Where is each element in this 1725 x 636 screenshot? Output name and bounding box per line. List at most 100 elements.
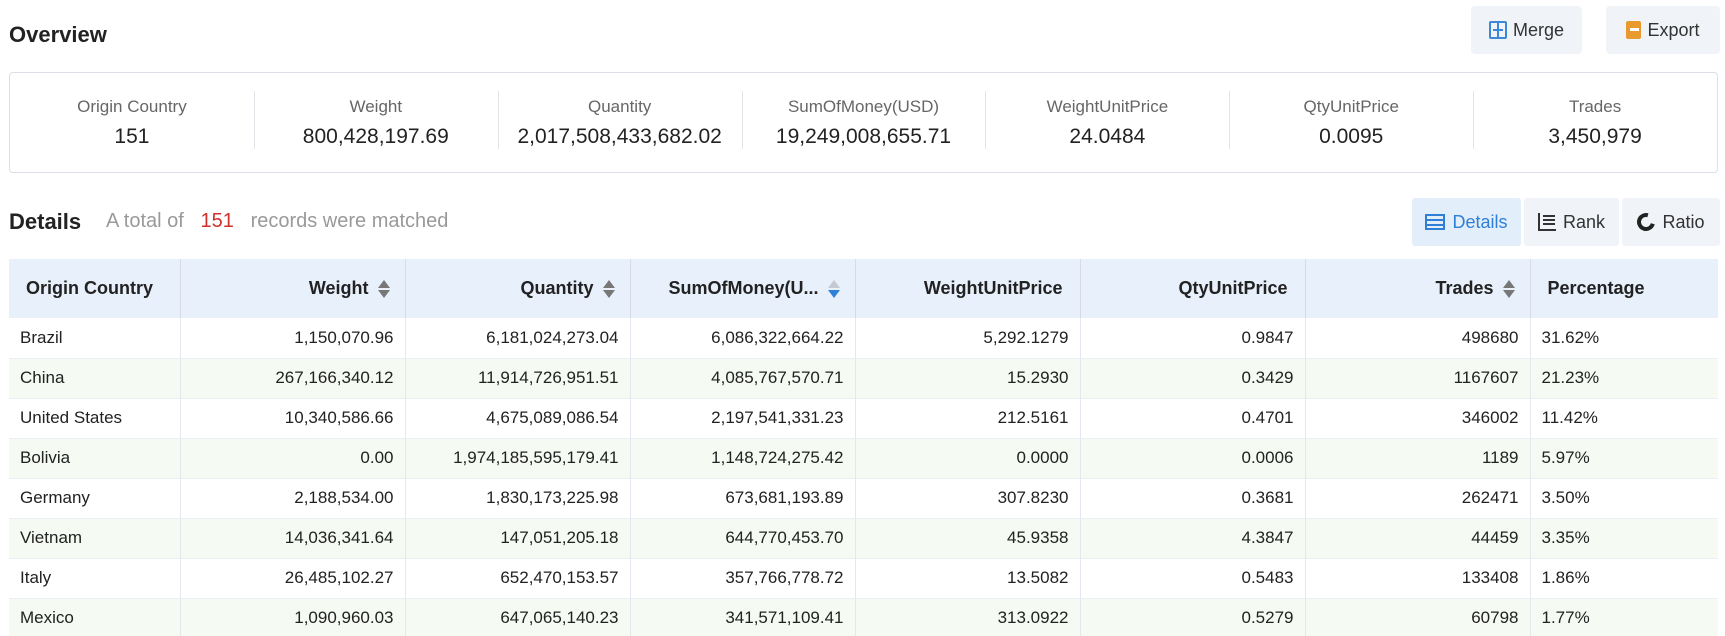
summary-quantity: Quantity 2,017,508,433,682.02: [497, 73, 742, 172]
cell-origin-country: United States: [9, 398, 181, 439]
cell-sum-of-money: 341,571,109.41: [630, 598, 856, 636]
table-row[interactable]: China 267,166,340.12 11,914,726,951.51 4,08…: [9, 358, 1718, 399]
cell-quantity: 652,470,153.57: [405, 558, 631, 599]
cell-sum-of-money: 4,085,767,570.71: [630, 358, 856, 399]
merge-icon: [1488, 21, 1507, 39]
sort-icon[interactable]: [377, 279, 390, 299]
cell-sum-of-money: 644,770,453.70: [630, 518, 856, 559]
cell-weight-unit-price: 0.0000: [855, 438, 1081, 479]
cell-trades: 1189: [1305, 438, 1531, 479]
table-row[interactable]: Germany 2,188,534.00 1,830,173,225.98 673,6…: [9, 478, 1718, 519]
export-button[interactable]: Export: [1606, 6, 1720, 54]
cell-sum-of-money: 6,086,322,664.22: [630, 318, 856, 359]
sort-icon[interactable]: [1502, 279, 1515, 299]
sort-desc-icon[interactable]: [827, 279, 840, 299]
cell-weight-unit-price: 5,292.1279: [855, 318, 1081, 359]
column-header-sum-of-money[interactable]: SumOfMoney(U...: [630, 259, 856, 318]
cell-weight-unit-price: 15.2930: [855, 358, 1081, 399]
cell-weight-unit-price: 212.5161: [855, 398, 1081, 439]
summary-origin-country: Origin Country 151: [10, 73, 254, 172]
summary-label: QtyUnitPrice: [1303, 96, 1399, 116]
column-header-origin-country: Origin Country: [9, 259, 181, 318]
details-view-label: Details: [1452, 211, 1508, 232]
ratio-view-button[interactable]: Ratio: [1622, 198, 1720, 246]
export-label: Export: [1647, 19, 1700, 40]
cell-sum-of-money: 673,681,193.89: [630, 478, 856, 519]
summary-panel: Origin Country 151 Weight 800,428,197.69…: [9, 72, 1718, 173]
sort-icon[interactable]: [602, 279, 615, 299]
cell-percentage: 11.42%: [1530, 398, 1718, 439]
table-row[interactable]: Brazil 1,150,070.96 6,181,024,273.04 6,086,…: [9, 318, 1718, 359]
cell-quantity: 1,974,185,595,179.41: [405, 438, 631, 479]
cell-quantity: 6,181,024,273.04: [405, 318, 631, 359]
summary-label: Origin Country: [77, 96, 187, 116]
cell-quantity: 4,675,089,086.54: [405, 398, 631, 439]
cell-qty-unit-price: 4.3847: [1080, 518, 1306, 559]
summary-value: 24.0484: [1069, 124, 1146, 148]
export-icon: [1626, 21, 1642, 39]
cell-trades: 1167607: [1305, 358, 1531, 399]
summary-label: Quantity: [587, 96, 652, 116]
cell-trades: 60798: [1305, 598, 1531, 636]
details-title: Details: [9, 209, 82, 234]
cell-percentage: 1.77%: [1530, 598, 1718, 636]
cell-quantity: 1,830,173,225.98: [405, 478, 631, 519]
summary-value: 19,249,008,655.71: [775, 124, 952, 148]
cell-trades: 262471: [1305, 478, 1531, 519]
table-row[interactable]: Bolivia 0.00 1,974,185,595,179.41 1,148,724…: [9, 438, 1718, 479]
cell-qty-unit-price: 0.3429: [1080, 358, 1306, 399]
table-body: Brazil 1,150,070.96 6,181,024,273.04 6,086,…: [9, 318, 1718, 636]
records-matched-note: A total of 151 records were matched: [106, 210, 448, 233]
table-row[interactable]: United States 10,340,586.66 4,675,089,086.…: [9, 398, 1718, 439]
summary-weight-unit-price: WeightUnitPrice 24.0484: [985, 73, 1229, 172]
ratio-icon: [1634, 209, 1659, 235]
note-suffix: records were matched: [250, 210, 449, 232]
summary-value: 2,017,508,433,682.02: [517, 124, 722, 148]
summary-value: 3,450,979: [1548, 124, 1642, 148]
table-row[interactable]: Mexico 1,090,960.03 647,065,140.23 341,571,…: [9, 598, 1718, 636]
cell-sum-of-money: 2,197,541,331.23: [630, 398, 856, 439]
rank-icon: [1537, 213, 1556, 231]
table-row[interactable]: Vietnam 14,036,341.64 147,051,205.18 644,77…: [9, 518, 1718, 559]
cell-weight: 0.00: [180, 438, 406, 479]
cell-quantity: 11,914,726,951.51: [405, 358, 631, 399]
cell-sum-of-money: 1,148,724,275.42: [630, 438, 856, 479]
cell-qty-unit-price: 0.4701: [1080, 398, 1306, 439]
summary-label: Weight: [349, 96, 403, 116]
cell-weight: 267,166,340.12: [180, 358, 406, 399]
summary-label: WeightUnitPrice: [1046, 96, 1169, 116]
rank-view-label: Rank: [1562, 211, 1606, 232]
cell-qty-unit-price: 0.0006: [1080, 438, 1306, 479]
details-view-button[interactable]: Details: [1412, 198, 1521, 246]
column-header-quantity[interactable]: Quantity: [405, 259, 631, 318]
summary-weight: Weight 800,428,197.69: [253, 73, 498, 172]
cell-origin-country: Italy: [9, 558, 181, 599]
column-header-weight-unit-price: WeightUnitPrice: [855, 259, 1081, 318]
summary-value: 800,428,197.69: [302, 124, 449, 148]
table-icon: [1425, 214, 1446, 230]
cell-qty-unit-price: 0.3681: [1080, 478, 1306, 519]
rank-view-button[interactable]: Rank: [1524, 198, 1619, 246]
cell-quantity: 147,051,205.18: [405, 518, 631, 559]
cell-weight-unit-price: 313.0922: [855, 598, 1081, 636]
cell-trades: 346002: [1305, 398, 1531, 439]
cell-sum-of-money: 357,766,778.72: [630, 558, 856, 599]
cell-origin-country: Brazil: [9, 318, 181, 359]
merge-button[interactable]: Merge: [1471, 6, 1582, 54]
summary-label: SumOfMoney(USD): [787, 96, 940, 116]
cell-qty-unit-price: 0.5279: [1080, 598, 1306, 636]
cell-percentage: 1.86%: [1530, 558, 1718, 599]
column-header-qty-unit-price: QtyUnitPrice: [1080, 259, 1306, 318]
column-header-percentage: Percentage: [1530, 259, 1718, 318]
records-count: 151: [200, 210, 234, 232]
cell-percentage: 31.62%: [1530, 318, 1718, 359]
summary-sum-of-money: SumOfMoney(USD) 19,249,008,655.71: [741, 73, 986, 172]
cell-trades: 44459: [1305, 518, 1531, 559]
column-header-trades[interactable]: Trades: [1305, 259, 1531, 318]
table-row[interactable]: Italy 26,485,102.27 652,470,153.57 357,766,…: [9, 558, 1718, 599]
column-header-weight[interactable]: Weight: [180, 259, 406, 318]
cell-qty-unit-price: 0.5483: [1080, 558, 1306, 599]
cell-weight: 14,036,341.64: [180, 518, 406, 559]
cell-weight-unit-price: 13.5082: [855, 558, 1081, 599]
overview-header: Overview Merge Export: [0, 0, 1725, 70]
